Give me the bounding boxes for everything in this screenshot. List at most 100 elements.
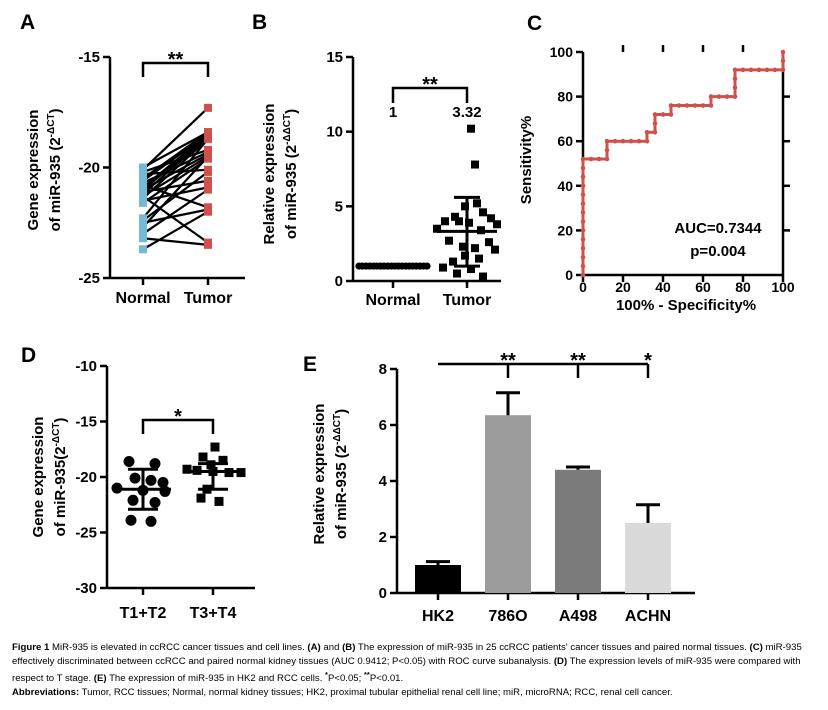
- y-tick-label: 0: [379, 585, 387, 602]
- panel-label-a: A: [20, 11, 36, 34]
- category-label: Tumor: [443, 292, 492, 309]
- panel-label-d: D: [21, 344, 37, 367]
- auc-annotation: AUC=0.7344: [674, 220, 762, 237]
- pair-line: [142, 138, 209, 220]
- roc-point: [708, 103, 714, 108]
- caption-paragraph-1: Figure 1 MiR-935 is elevated in ccRCC ca…: [12, 642, 802, 685]
- bar: [625, 523, 671, 593]
- roc-curve: [581, 52, 785, 275]
- tumor-point: [204, 103, 212, 112]
- pair-line: [142, 186, 209, 202]
- roc-point: [580, 183, 586, 189]
- chart-scatter-relative-expression: 15 10 5 0 Normal Tumor 1 3.32 **: [326, 49, 501, 309]
- roc-point: [644, 129, 650, 135]
- roc-point: [668, 112, 674, 117]
- tumor-point: [441, 217, 449, 226]
- roc-point: [580, 210, 586, 215]
- y-tick-label: 5: [335, 198, 343, 215]
- tumor-point: [479, 208, 487, 217]
- data-point: [149, 458, 161, 470]
- y-tick-label: -25: [78, 270, 100, 287]
- roc-point: [732, 76, 738, 82]
- x-tick-label: 100: [771, 279, 795, 295]
- roc-point: [732, 94, 738, 99]
- roc-point: [604, 138, 610, 144]
- bar: [555, 469, 601, 593]
- data-point: [198, 452, 208, 462]
- tumor-point: [459, 242, 467, 251]
- tumor-point: [493, 220, 501, 229]
- roc-point: [604, 156, 610, 162]
- tumor-point: [204, 207, 212, 216]
- roc-point: [732, 85, 738, 90]
- category-label: Normal: [365, 292, 420, 309]
- normal-point: [139, 170, 147, 179]
- y-tick-label: 2: [379, 529, 387, 546]
- y-tick-label: 0: [335, 273, 343, 290]
- roc-point: [580, 174, 586, 180]
- caption-paragraph-2: Abbreviations: Tumor, RCC tissues; Norma…: [12, 687, 673, 699]
- roc-point: [580, 156, 586, 162]
- tumor-point: [204, 167, 212, 176]
- y-tick-label: 4: [379, 473, 388, 490]
- data-point: [218, 455, 228, 465]
- significance-bracket: [141, 418, 215, 434]
- normal-point: [423, 262, 431, 270]
- roc-point: [652, 129, 658, 135]
- panel-label-b: B: [252, 11, 268, 34]
- roc-point: [580, 219, 586, 224]
- y-tick-label: 0: [565, 267, 573, 283]
- roc-point: [676, 103, 682, 108]
- y-tick-label: 40: [557, 178, 573, 194]
- data-point: [210, 442, 220, 452]
- y-tick-label: 6: [379, 417, 387, 434]
- pair-line: [142, 107, 209, 171]
- x-tick-label: 0: [579, 279, 587, 295]
- tumor-point: [479, 272, 487, 281]
- y-tick-label: -20: [75, 469, 97, 486]
- roc-point: [700, 103, 706, 108]
- category-label: T3+T4: [190, 605, 237, 622]
- data-point: [149, 497, 161, 509]
- roc-point: [580, 201, 586, 206]
- roc-point: [580, 272, 586, 278]
- significance-asterisks: **: [570, 350, 586, 372]
- y-tick-label: -10: [75, 358, 97, 375]
- data-point: [129, 472, 141, 484]
- tumor-point: [204, 176, 212, 185]
- pair-line: [142, 208, 209, 224]
- tumor-point: [473, 199, 481, 208]
- roc-point: [636, 138, 642, 144]
- tumor-point: [485, 238, 493, 247]
- pair-line: [142, 131, 209, 180]
- category-label: A498: [559, 608, 597, 625]
- roc-point: [668, 103, 674, 108]
- tumor-point: [453, 269, 461, 278]
- tumor-point: [491, 245, 499, 254]
- tumor-point: [204, 185, 212, 194]
- y-tick-label: -20: [78, 160, 100, 177]
- tumor-point: [445, 236, 453, 245]
- panel-label-e: E: [303, 353, 318, 376]
- tumor-point: [451, 212, 459, 221]
- chart-scatter-t-stage: -10 -15 -20 -25 -30 T1+T2 T3+T4 *: [75, 358, 255, 622]
- tumor-point: [204, 240, 212, 249]
- pair-line: [142, 188, 209, 235]
- roc-point: [692, 103, 698, 108]
- data-point: [145, 474, 157, 486]
- pair-line: [142, 155, 209, 228]
- normal-point: [139, 218, 147, 227]
- y-tick-label: 20: [557, 222, 573, 238]
- significance-asterisks: *: [644, 350, 652, 372]
- bar: [485, 415, 531, 593]
- pair-line: [142, 157, 209, 204]
- roc-point: [580, 254, 586, 260]
- roc-point: [604, 147, 610, 153]
- pair-line: [142, 137, 209, 200]
- significance-bracket: [391, 86, 469, 103]
- roc-point: [580, 192, 586, 198]
- roc-point: [644, 138, 650, 144]
- bar: [415, 565, 461, 593]
- roc-point: [740, 67, 746, 73]
